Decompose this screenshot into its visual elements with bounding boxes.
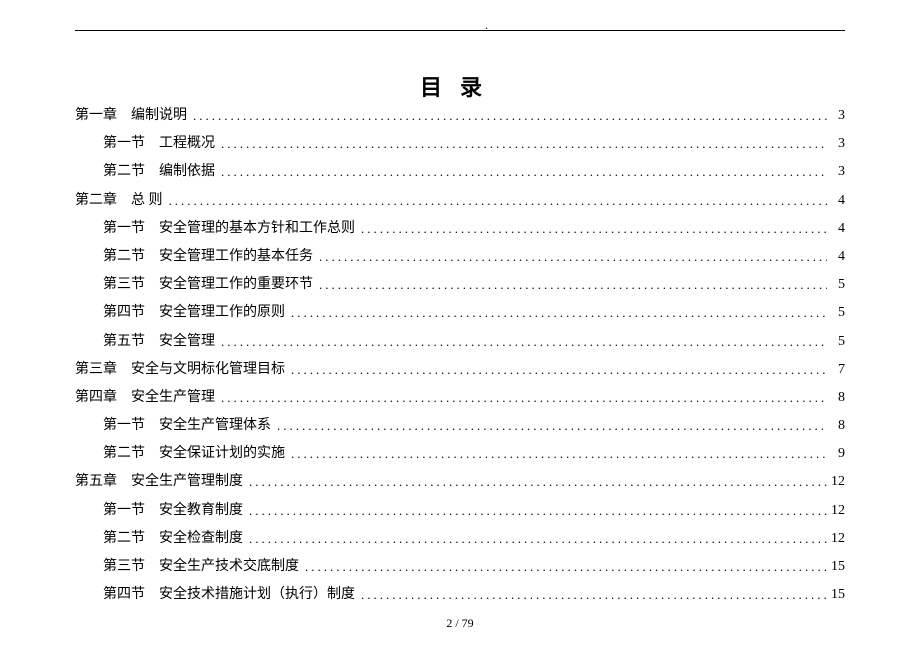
- toc-row: 第一节 安全生产管理体系 8: [75, 418, 845, 433]
- toc-entry-page: 15: [827, 560, 845, 574]
- toc-leader-dots: [249, 475, 827, 488]
- toc-entry-page: 4: [827, 250, 845, 264]
- toc-leader-dots: [291, 306, 827, 319]
- table-of-contents: 第一章 编制说明3第一节 工程概况3第二节 编制依据3第二章 总 则4第一节 安…: [75, 108, 845, 615]
- toc-entry-label: 第四节 安全管理工作的原则: [103, 306, 291, 320]
- toc-leader-dots: [249, 532, 827, 545]
- toc-entry-label: 第二节 编制依据: [103, 165, 221, 179]
- toc-row: 第二节 安全保证计划的实施 9: [75, 446, 845, 461]
- toc-row: 第四节 安全管理工作的原则 5: [75, 305, 845, 320]
- toc-entry-label: 第一章 编制说明: [75, 109, 193, 123]
- header-rule: [75, 30, 845, 32]
- toc-entry-label: 第五节 安全管理: [103, 335, 221, 349]
- toc-entry-page: 3: [827, 165, 845, 179]
- toc-entry-label: 第五章 安全生产管理制度: [75, 475, 249, 489]
- toc-leader-dots: [221, 165, 827, 178]
- toc-entry-page: 7: [827, 363, 845, 377]
- toc-entry-label: 第二节 安全检查制度: [103, 532, 249, 546]
- toc-entry-page: 12: [827, 475, 845, 489]
- toc-leader-dots: [221, 335, 827, 348]
- toc-leader-dots: [193, 109, 827, 122]
- toc-entry-label: 第一节 工程概况: [103, 137, 221, 151]
- toc-entry-page: 5: [827, 278, 845, 292]
- toc-entry-page: 9: [827, 447, 845, 461]
- toc-entry-page: 15: [827, 588, 845, 602]
- toc-entry-page: 12: [827, 532, 845, 546]
- toc-entry-page: 4: [827, 194, 845, 208]
- toc-entry-label: 第一节 安全教育制度: [103, 504, 249, 518]
- toc-leader-dots: [221, 391, 827, 404]
- toc-entry-label: 第一节 安全生产管理体系: [103, 419, 277, 433]
- toc-leader-dots: [361, 222, 827, 235]
- toc-row: 第一节 安全教育制度 12: [75, 503, 845, 518]
- toc-leader-dots: [319, 250, 827, 263]
- toc-entry-page: 12: [827, 504, 845, 518]
- toc-entry-page: 8: [827, 391, 845, 405]
- toc-entry-page: 3: [827, 137, 845, 151]
- toc-row: 第五章 安全生产管理制度 12: [75, 474, 845, 489]
- toc-leader-dots: [361, 588, 827, 601]
- document-page: . 目录 第一章 编制说明3第一节 工程概况3第二节 编制依据3第二章 总 则4…: [75, 0, 845, 651]
- toc-row: 第二章 总 则 4: [75, 193, 845, 208]
- toc-entry-label: 第三章 安全与文明标化管理目标: [75, 363, 291, 377]
- toc-leader-dots: [169, 194, 828, 207]
- toc-row: 第三节 安全管理工作的重要环节 5: [75, 277, 845, 292]
- toc-entry-label: 第四章 安全生产管理: [75, 391, 221, 405]
- toc-entry-page: 4: [827, 222, 845, 236]
- toc-entry-page: 5: [827, 306, 845, 320]
- toc-entry-label: 第二章 总 则: [75, 194, 169, 208]
- toc-row: 第三章 安全与文明标化管理目标 7: [75, 362, 845, 377]
- toc-leader-dots: [221, 137, 827, 150]
- toc-leader-dots: [319, 278, 827, 291]
- toc-leader-dots: [305, 560, 827, 573]
- toc-entry-page: 5: [827, 335, 845, 349]
- toc-row: 第二节 安全检查制度 12: [75, 531, 845, 546]
- toc-row: 第四章 安全生产管理 8: [75, 390, 845, 405]
- toc-entry-label: 第三节 安全管理工作的重要环节: [103, 278, 319, 292]
- toc-leader-dots: [277, 419, 827, 432]
- toc-row: 第一节 安全管理的基本方针和工作总则 4: [75, 221, 845, 236]
- page-footer: 2 / 79: [75, 616, 845, 631]
- toc-entry-label: 第一节 安全管理的基本方针和工作总则: [103, 222, 361, 236]
- toc-row: 第二节 编制依据 3: [75, 164, 845, 179]
- toc-leader-dots: [291, 363, 827, 376]
- toc-row: 第二节 安全管理工作的基本任务 4: [75, 249, 845, 264]
- toc-entry-label: 第二节 安全管理工作的基本任务: [103, 250, 319, 264]
- toc-row: 第一节 工程概况 3: [75, 136, 845, 151]
- toc-entry-label: 第四节 安全技术措施计划（执行）制度: [103, 588, 361, 602]
- toc-leader-dots: [249, 504, 827, 517]
- toc-leader-dots: [291, 447, 827, 460]
- toc-row: 第五节 安全管理 5: [75, 334, 845, 349]
- toc-entry-label: 第二节 安全保证计划的实施: [103, 447, 291, 461]
- toc-title: 目录: [75, 70, 845, 102]
- toc-row: 第四节 安全技术措施计划（执行）制度 15: [75, 587, 845, 602]
- toc-entry-label: 第三节 安全生产技术交底制度: [103, 560, 305, 574]
- toc-entry-page: 8: [827, 419, 845, 433]
- toc-entry-page: 3: [827, 109, 845, 123]
- toc-row: 第一章 编制说明 3: [75, 108, 845, 123]
- toc-row: 第三节 安全生产技术交底制度 15: [75, 559, 845, 574]
